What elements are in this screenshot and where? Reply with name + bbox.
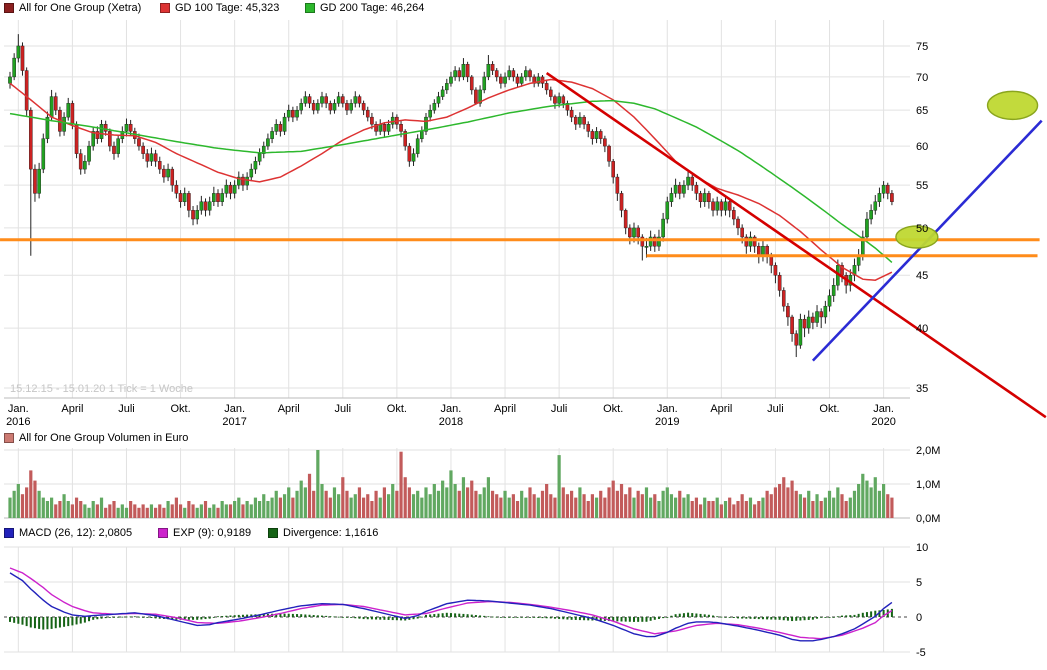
- svg-text:Juli: Juli: [551, 403, 568, 415]
- macd-color-swatch: [4, 528, 14, 538]
- svg-text:65: 65: [916, 105, 928, 117]
- legend-item-title: All for One Group (Xetra): [4, 2, 141, 14]
- svg-text:April: April: [494, 403, 516, 415]
- divergence-color-swatch: [268, 528, 278, 538]
- svg-text:Jan.: Jan.: [224, 403, 245, 415]
- exp-color-swatch: [158, 528, 168, 538]
- svg-text:45: 45: [916, 270, 928, 282]
- svg-text:Jan.: Jan.: [873, 403, 894, 415]
- svg-text:April: April: [278, 403, 300, 415]
- macd-chart-legend: MACD (26, 12): 2,0805 EXP (9): 0,9189 Di…: [0, 527, 1047, 541]
- svg-text:Juli: Juli: [767, 403, 784, 415]
- svg-text:70: 70: [916, 72, 928, 84]
- volume-label: All for One Group Volumen in Euro: [19, 432, 189, 444]
- svg-text:1,0M: 1,0M: [916, 479, 940, 491]
- svg-text:2,0M: 2,0M: [916, 445, 940, 457]
- svg-text:Jan.: Jan.: [8, 403, 29, 415]
- svg-text:2017: 2017: [222, 416, 246, 428]
- gd100-label: GD 100 Tage: 45,323: [175, 2, 280, 14]
- svg-text:2018: 2018: [439, 416, 463, 428]
- svg-text:April: April: [61, 403, 83, 415]
- svg-text:-5: -5: [916, 647, 926, 659]
- legend-item-divergence: Divergence: 1,1616: [268, 527, 378, 539]
- gd200-label: GD 200 Tage: 46,264: [320, 2, 425, 14]
- chart-title: All for One Group (Xetra): [19, 2, 142, 14]
- svg-text:60: 60: [916, 141, 928, 153]
- svg-text:50: 50: [916, 223, 928, 235]
- svg-text:2016: 2016: [6, 416, 30, 428]
- volume-chart-legend: All for One Group Volumen in Euro: [0, 432, 1047, 446]
- gd200-color-swatch: [305, 3, 315, 13]
- svg-text:Juli: Juli: [335, 403, 352, 415]
- svg-text:April: April: [710, 403, 732, 415]
- svg-text:5: 5: [916, 577, 922, 589]
- svg-text:15.12.15 - 15.01.20 1 Tick =: 15.12.15 - 15.01.20 1 Tick = 1 Woche: [10, 383, 193, 395]
- svg-text:2020: 2020: [871, 416, 895, 428]
- svg-text:75: 75: [916, 41, 928, 53]
- legend-item-gd200: GD 200 Tage: 46,264: [305, 2, 424, 14]
- svg-text:Okt.: Okt.: [170, 403, 190, 415]
- svg-text:10: 10: [916, 542, 928, 554]
- divergence-label: Divergence: 1,1616: [283, 527, 379, 539]
- svg-text:Okt.: Okt.: [603, 403, 623, 415]
- svg-text:Jan.: Jan.: [657, 403, 678, 415]
- svg-text:0,0M: 0,0M: [916, 513, 940, 525]
- macd-label: MACD (26, 12): 2,0805: [19, 527, 133, 539]
- svg-text:Okt.: Okt.: [387, 403, 407, 415]
- svg-text:55: 55: [916, 180, 928, 192]
- gd100-color-swatch: [160, 3, 170, 13]
- volume-color-swatch: [4, 433, 14, 443]
- legend-item-macd: MACD (26, 12): 2,0805: [4, 527, 132, 539]
- svg-text:0: 0: [916, 612, 922, 624]
- svg-text:Juli: Juli: [118, 403, 135, 415]
- legend-item-gd100: GD 100 Tage: 45,323: [160, 2, 279, 14]
- svg-text:Jan.: Jan.: [441, 403, 462, 415]
- exp-label: EXP (9): 0,9189: [173, 527, 252, 539]
- svg-text:Okt.: Okt.: [819, 403, 839, 415]
- svg-text:40: 40: [916, 323, 928, 335]
- main-chart-legend: All for One Group (Xetra) GD 100 Tage: 4…: [0, 2, 1047, 16]
- svg-text:35: 35: [916, 383, 928, 395]
- svg-text:2019: 2019: [655, 416, 679, 428]
- legend-item-volume: All for One Group Volumen in Euro: [4, 432, 188, 444]
- legend-item-exp: EXP (9): 0,9189: [158, 527, 251, 539]
- series-color-swatch: [4, 3, 14, 13]
